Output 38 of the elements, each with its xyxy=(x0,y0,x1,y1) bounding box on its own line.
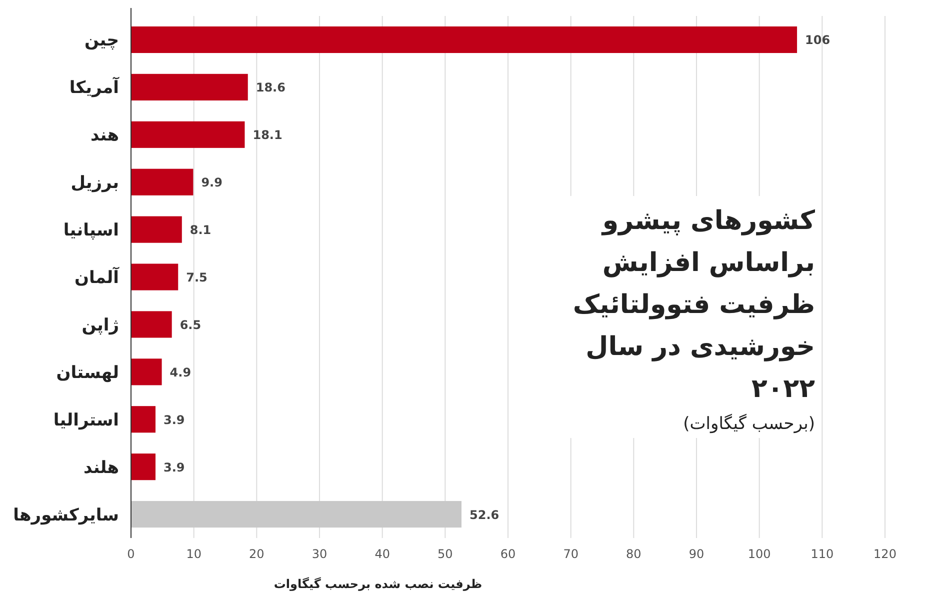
x-tick-label: 0 xyxy=(127,547,135,561)
x-tick-label: 120 xyxy=(874,547,896,561)
data-label: 4.9 xyxy=(170,365,192,380)
data-label: 9.9 xyxy=(201,176,222,190)
x-tick-label: 60 xyxy=(500,547,516,561)
y-tick-label: لهستان xyxy=(56,362,119,383)
y-tick-label: آمریکا xyxy=(69,76,120,98)
x-tick-label: 100 xyxy=(748,547,771,561)
y-tick-label: برزیل xyxy=(70,173,119,194)
x-tick-label: 50 xyxy=(438,547,453,561)
x-tick-label: 90 xyxy=(688,547,704,561)
y-tick-label: هند xyxy=(90,126,119,146)
text: (برحسب گیگاوات) xyxy=(682,414,815,434)
x-tick-label: 70 xyxy=(563,547,578,561)
y-tick-label: هلند xyxy=(84,458,119,478)
data-label: 18.1 xyxy=(252,128,282,142)
y-tick-label: ژاپن xyxy=(82,315,119,336)
x-tick-label: 30 xyxy=(312,547,328,561)
y-tick-label: سایرکشورها xyxy=(13,505,119,526)
data-label: 106 xyxy=(805,33,830,48)
x-tick-label: 80 xyxy=(626,547,642,561)
text: کشورهای پیشرو براساس افزایش ظرفیت فتوولتائیک خورشیدی در سال ۲۰۲۲ xyxy=(572,205,815,406)
y-tick-label: آلمان xyxy=(74,266,120,288)
x-axis-title: ظرفیت نصب شده برحسب گیگاوات xyxy=(274,577,482,591)
y-tick-label: چین xyxy=(84,30,119,51)
data-label: 3.9 xyxy=(164,412,185,427)
x-tick-label: 10 xyxy=(186,547,202,561)
data-label: 7.5 xyxy=(186,270,208,284)
x-tick-label: 110 xyxy=(810,547,834,561)
data-label: 3.9 xyxy=(164,460,185,474)
data-label: 18.6 xyxy=(256,80,286,95)
y-tick-label: استرالیا xyxy=(53,410,119,430)
y-tick-label: اسپانیا xyxy=(63,220,119,241)
data-label: 8.1 xyxy=(190,223,212,238)
data-label: 52.6 xyxy=(470,508,500,522)
x-tick-label: 40 xyxy=(374,547,390,561)
data-label: 6.5 xyxy=(180,318,202,332)
x-tick-label: 20 xyxy=(249,547,264,561)
